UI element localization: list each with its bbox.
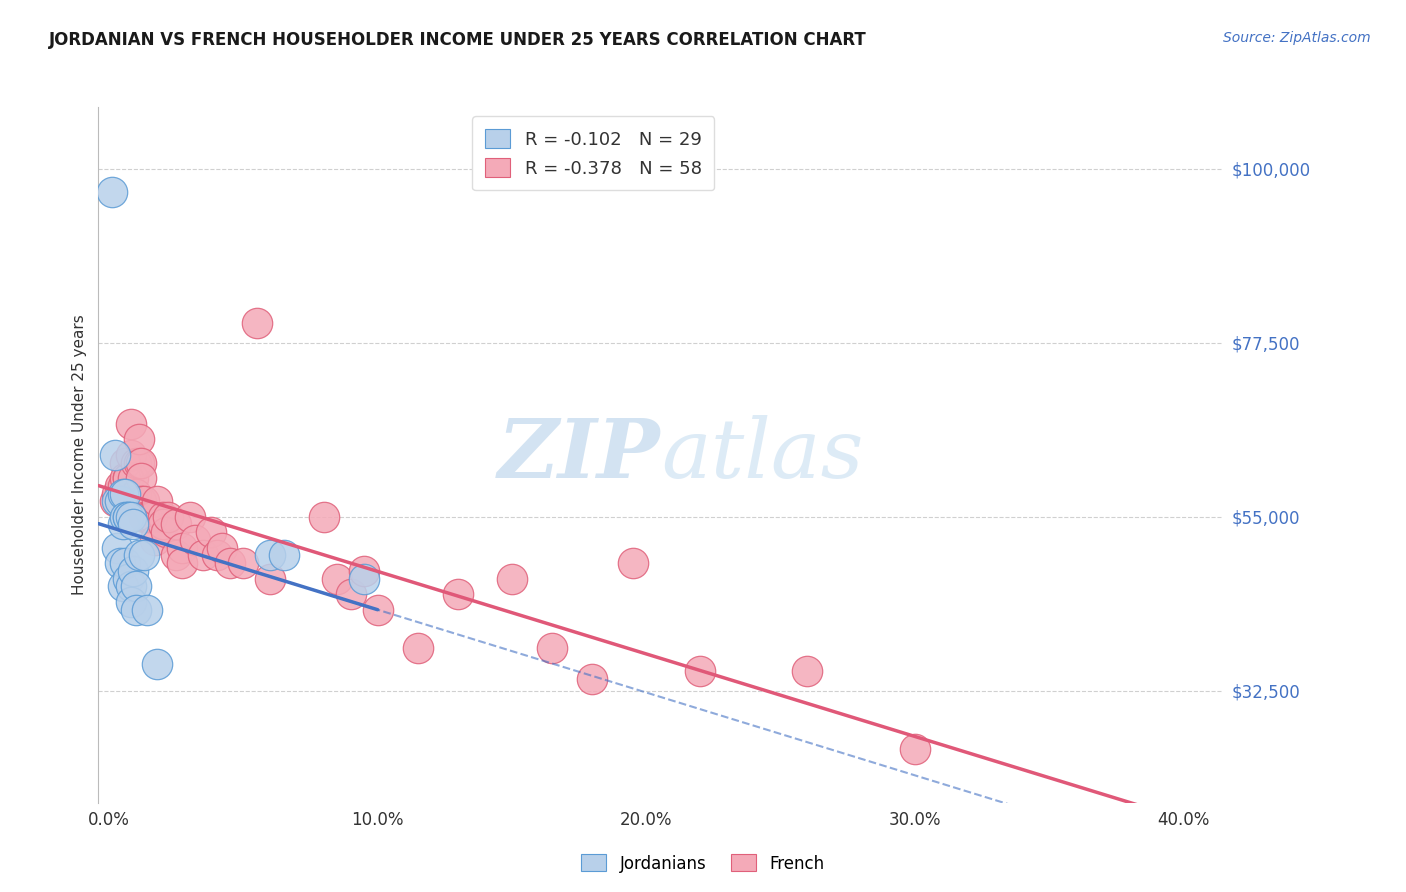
Point (105, 541, 128, 555)
Point (138, 509, 160, 524)
Point (125, 486, 148, 500)
Text: JORDANIAN VS FRENCH HOUSEHOLDER INCOME UNDER 25 YEARS CORRELATION CHART: JORDANIAN VS FRENCH HOUSEHOLDER INCOME U… (49, 31, 868, 49)
Point (581, 672, 603, 686)
Point (447, 587, 470, 601)
Point (101, 185, 124, 199)
Point (312, 509, 335, 524)
Point (131, 494, 153, 508)
Point (111, 579, 134, 593)
Point (621, 556, 644, 570)
Point (122, 517, 145, 532)
Point (122, 564, 145, 578)
Point (259, 572, 281, 586)
Text: atlas: atlas (661, 415, 863, 495)
Point (120, 579, 142, 593)
Point (114, 556, 136, 570)
Point (103, 448, 125, 462)
Point (114, 486, 136, 500)
Point (541, 641, 564, 656)
Point (165, 549, 187, 563)
Point (132, 549, 155, 563)
Point (326, 572, 349, 586)
Legend: Jordanians, French: Jordanians, French (575, 847, 831, 880)
Point (111, 479, 134, 493)
Point (205, 549, 228, 563)
Point (211, 541, 233, 555)
Point (170, 541, 193, 555)
Point (191, 549, 214, 563)
Point (259, 549, 281, 563)
Point (132, 509, 155, 524)
Point (120, 448, 142, 462)
Point (184, 533, 207, 547)
Point (108, 494, 131, 508)
Point (111, 517, 134, 532)
Point (120, 417, 142, 431)
Point (132, 494, 155, 508)
Point (128, 433, 150, 447)
Text: Source: ZipAtlas.com: Source: ZipAtlas.com (1223, 31, 1371, 45)
Point (141, 509, 163, 524)
Point (501, 572, 523, 586)
Point (114, 456, 136, 470)
Point (157, 509, 180, 524)
Point (125, 579, 148, 593)
Point (353, 572, 375, 586)
Point (170, 556, 193, 570)
Point (114, 471, 136, 485)
Point (406, 641, 429, 656)
Text: ZIP: ZIP (498, 415, 661, 495)
Point (200, 525, 222, 540)
Point (143, 533, 166, 547)
Point (232, 556, 254, 570)
Point (105, 494, 128, 508)
Point (117, 471, 139, 485)
Point (117, 509, 139, 524)
Point (152, 517, 174, 532)
Point (128, 456, 150, 470)
Point (179, 509, 201, 524)
Point (152, 509, 174, 524)
Point (796, 665, 818, 679)
Point (117, 509, 139, 524)
Point (108, 556, 131, 570)
Point (125, 602, 148, 616)
Y-axis label: Householder Income Under 25 years: Householder Income Under 25 years (72, 315, 87, 595)
Point (219, 556, 242, 570)
Point (155, 525, 177, 540)
Point (903, 741, 925, 756)
Point (120, 509, 142, 524)
Point (246, 317, 269, 331)
Point (353, 564, 375, 578)
Legend: R = -0.102   N = 29, R = -0.378   N = 58: R = -0.102 N = 29, R = -0.378 N = 58 (472, 116, 714, 190)
Point (122, 471, 145, 485)
Point (339, 587, 361, 601)
Point (135, 509, 157, 524)
Point (111, 486, 134, 500)
Point (117, 572, 139, 586)
Point (689, 665, 711, 679)
Point (273, 549, 295, 563)
Point (120, 595, 142, 609)
Point (165, 517, 187, 532)
Point (122, 494, 145, 508)
Point (131, 456, 153, 470)
Point (135, 602, 157, 616)
Point (103, 494, 125, 508)
Point (367, 602, 389, 616)
Point (114, 509, 136, 524)
Point (131, 471, 153, 485)
Point (105, 486, 128, 500)
Point (125, 456, 148, 470)
Point (108, 479, 131, 493)
Point (146, 494, 169, 508)
Point (128, 549, 150, 563)
Point (117, 471, 139, 485)
Point (146, 657, 169, 671)
